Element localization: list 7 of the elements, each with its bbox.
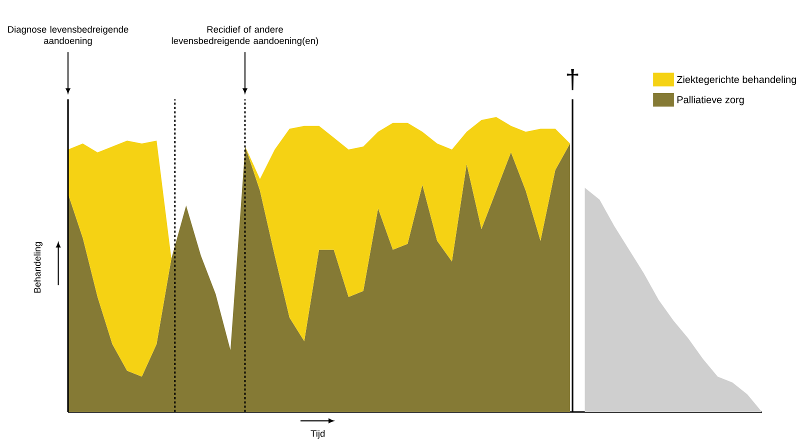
text: † [566, 69, 578, 90]
legend-label: Ziektegerichte behandeling [676, 76, 796, 86]
x-axis-title: Tijd [310, 430, 325, 439]
text: Diagnose levensbedreigende aandoening [8, 26, 128, 46]
legend-label: Palliatieve zorg [677, 96, 744, 106]
text: Recidief of andere levensbedreigende aandoening(en) [172, 26, 318, 46]
y-axis-title: Behandeling [34, 242, 42, 293]
